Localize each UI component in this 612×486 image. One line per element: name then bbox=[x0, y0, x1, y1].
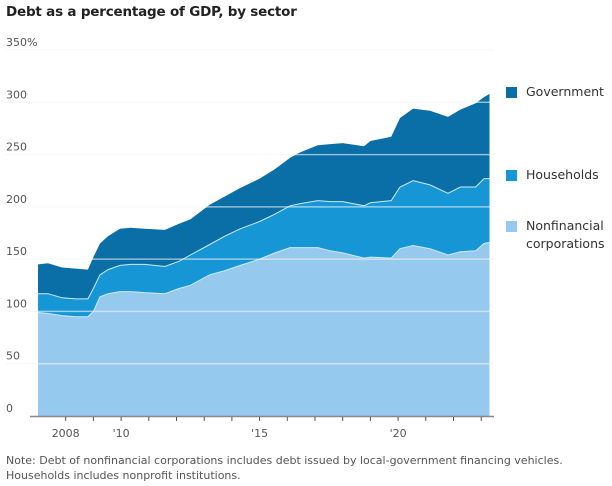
y-tick-label: 250 bbox=[6, 141, 27, 154]
gridlines bbox=[6, 49, 494, 365]
y-tick-label: 300 bbox=[6, 88, 27, 101]
footnote: Note: Debt of nonfinancial corporations … bbox=[6, 454, 563, 482]
y-tick-label: 200 bbox=[6, 193, 27, 206]
chart-title: Debt as a percentage of GDP, by sector bbox=[6, 4, 297, 20]
boundary-line-nonfinancial bbox=[37, 241, 490, 318]
y-tick-label: 50 bbox=[6, 350, 20, 363]
legend-swatch-nonfinancial bbox=[506, 221, 517, 232]
area-nonfinancial bbox=[38, 242, 490, 416]
x-axis: 2008 '10 '15 '20 bbox=[30, 415, 494, 440]
legend-label-government: Government bbox=[526, 84, 604, 99]
legend-swatch-government bbox=[506, 87, 517, 98]
y-tick-label: 350% bbox=[6, 36, 37, 49]
boundary-line-households bbox=[38, 178, 490, 300]
x-tick-label: '10 bbox=[113, 427, 130, 440]
y-tick-label: 150 bbox=[6, 245, 27, 258]
x-tick-label: '20 bbox=[390, 427, 407, 440]
legend-label-nonfinancial: Nonfinancial corporations bbox=[526, 218, 605, 251]
y-axis-labels: 0 50 100 150 200 250 300 350% bbox=[6, 36, 37, 415]
x-tick-label: '15 bbox=[251, 427, 268, 440]
area-layer bbox=[37, 93, 490, 416]
area-households bbox=[38, 178, 490, 317]
legend-label-households: Households bbox=[526, 167, 599, 182]
area-government bbox=[38, 93, 490, 299]
legend-swatch-households bbox=[506, 170, 517, 181]
y-tick-label: 0 bbox=[6, 402, 13, 415]
y-tick-label: 100 bbox=[6, 297, 27, 310]
x-tick-label: 2008 bbox=[52, 427, 80, 440]
